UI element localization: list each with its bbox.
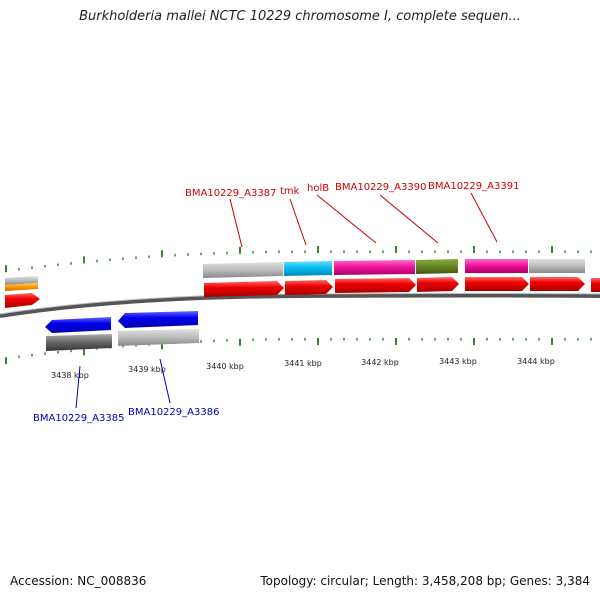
cds-arrow-reverse (45, 317, 111, 333)
gene-label-bma10229-a3387[interactable]: BMA10229_A3387 (185, 188, 276, 199)
feature-block (5, 283, 38, 291)
feature-block (203, 262, 283, 278)
cds-arrow-forward (465, 277, 529, 291)
kbp-tick-label: 3442 kbp (361, 358, 399, 367)
gene-label-bma10229-a3391[interactable]: BMA10229_A3391 (428, 181, 519, 192)
kbp-tick-label: 3441 kbp (284, 359, 322, 368)
gene-label-holb[interactable]: holB (307, 183, 329, 194)
kbp-tick-label: 3438 kbp (51, 371, 89, 380)
accession-label: Accession: NC_008836 (10, 574, 147, 588)
cds-arrow-reverse (118, 311, 198, 328)
kbp-tick-label: 3440 kbp (206, 362, 244, 371)
cds-arrow-forward (417, 277, 459, 292)
feature-block (529, 259, 585, 273)
cds-track-reverse (45, 311, 198, 333)
feature-block (5, 276, 38, 285)
feature-block (284, 261, 332, 276)
gc-skew-ticks-upper (5, 246, 592, 273)
cds-arrow-forward (5, 293, 40, 308)
map-title: Burkholderia mallei NCTC 10229 chromosom… (79, 9, 521, 24)
cds-arrow-forward (530, 277, 585, 291)
cds-track-forward (5, 277, 600, 308)
backbone-arc (0, 293, 600, 318)
feature-track-forward-class (5, 259, 585, 291)
gene-label-bma10229-a3390[interactable]: BMA10229_A3390 (335, 182, 426, 193)
cds-arrow-forward (335, 278, 416, 293)
feature-track-reverse-class (46, 329, 199, 351)
genome-summary-label: Topology: circular; Length: 3,458,208 bp… (260, 574, 590, 588)
kbp-axis: 3438 kbp 3439 kbp 3440 kbp 3441 kbp 3442… (51, 357, 555, 380)
kbp-tick-label: 3444 kbp (517, 357, 555, 366)
feature-block (334, 260, 415, 275)
reverse-gene-labels: BMA10229_A3385 BMA10229_A3386 (33, 358, 219, 424)
gc-skew-ticks-lower (5, 338, 592, 365)
cds-arrow-forward (204, 281, 284, 297)
gene-label-bma10229-a3385[interactable]: BMA10229_A3385 (33, 413, 124, 424)
forward-gene-labels: BMA10229_A3387 tmk holB BMA10229_A3390 B… (185, 181, 519, 248)
gene-label-bma10229-a3386[interactable]: BMA10229_A3386 (128, 407, 219, 418)
feature-block (465, 259, 528, 273)
feature-block (46, 334, 112, 351)
gene-label-tmk[interactable]: tmk (280, 186, 300, 197)
kbp-tick-label: 3439 kbp (128, 365, 166, 374)
cds-arrow-forward (285, 280, 333, 295)
kbp-tick-label: 3443 kbp (439, 357, 477, 366)
feature-block (118, 329, 199, 346)
feature-block (416, 259, 458, 274)
cds-arrow-forward (591, 278, 600, 292)
